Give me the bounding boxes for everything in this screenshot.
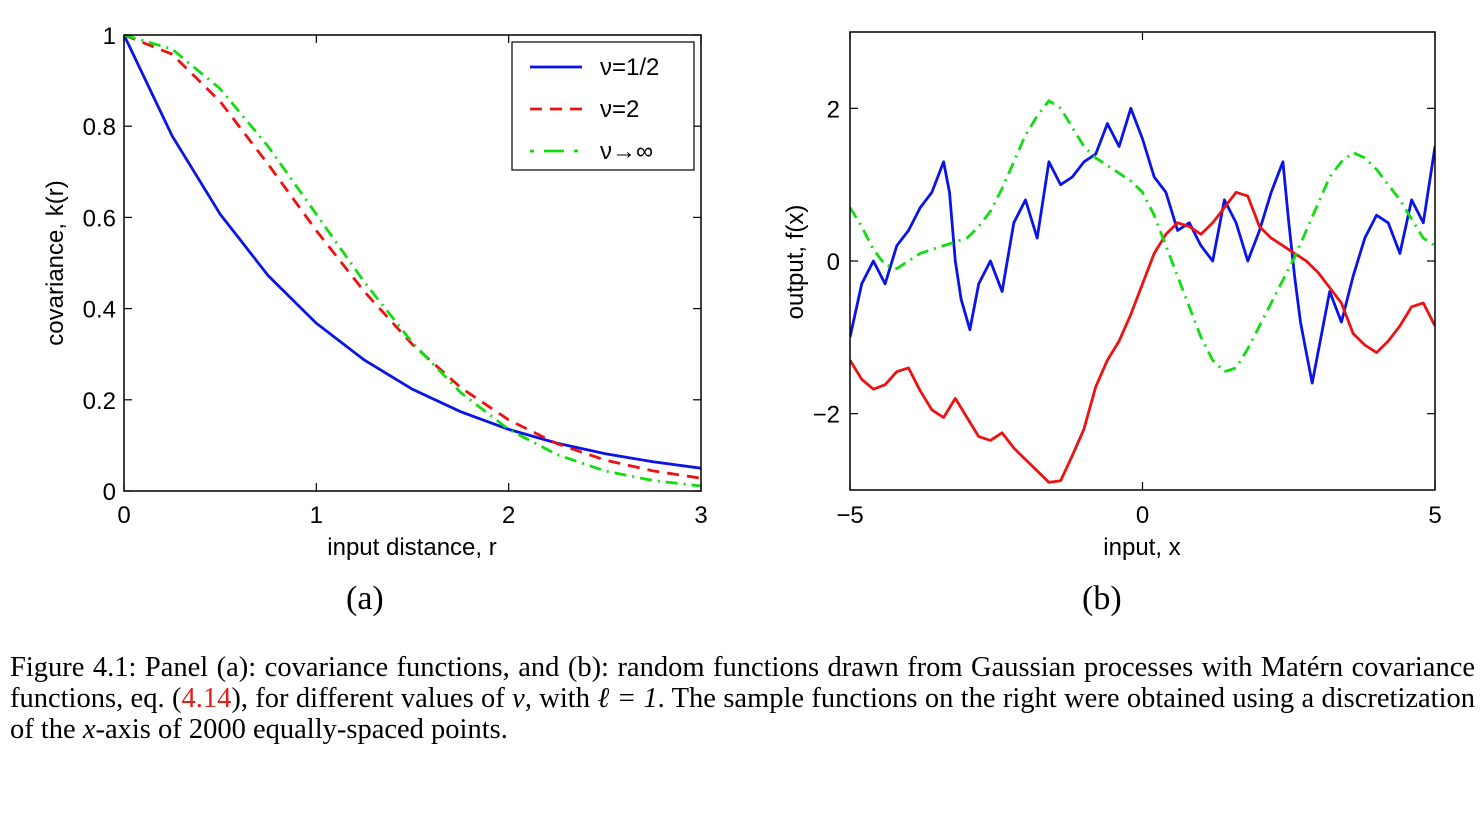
caption-ell: ℓ = 1	[597, 683, 658, 714]
panel-b-axes-box	[849, 31, 1436, 491]
panel-b-ytick-label: −2	[813, 402, 840, 429]
panel-a-ytick-label: 0.2	[83, 388, 116, 415]
panel-b-label: (b)	[1082, 580, 1122, 617]
caption-mid3: . The sample functions on the right were…	[10, 683, 1475, 745]
legend: ν=1/2 ν=2 ν→∞	[511, 41, 695, 171]
panel-a-xlabel: input distance, r	[327, 534, 496, 561]
panel-a-axes-box	[123, 34, 702, 492]
panel-a-xtick-label: 1	[310, 502, 323, 529]
panel-b-chart: −5 0 5 −2 0 2 input, x output, f(x)	[782, 31, 1442, 561]
panel-b-series-1	[850, 106, 1435, 385]
legend-label-3: ν→∞	[600, 138, 653, 165]
panel-b-ylabel: output, f(x)	[782, 205, 809, 320]
panel-a-chart: 0 1 2 3 0 0.2 0.4 0.6 0.8 1 input distance, r cov…	[42, 23, 708, 561]
panel-b-xtick-label: 0	[1136, 502, 1149, 529]
panel-a-ytick-label: 0.6	[83, 205, 116, 232]
legend-label-2: ν=2	[600, 96, 639, 123]
legend-box	[511, 41, 695, 171]
panel-a-xtick-label: 3	[694, 502, 707, 529]
panel-b-ytick-label: 2	[827, 96, 840, 123]
legend-label-1: ν=1/2	[600, 54, 659, 81]
panel-a-series-1	[124, 35, 701, 470]
equation-link[interactable]: 4.14	[181, 683, 232, 714]
caption-prefix: Figure 4.1: Panel (a): covariance functi…	[10, 652, 1475, 714]
panel-a-ytick-label: 0	[103, 479, 116, 506]
caption-nu: ν	[512, 683, 525, 714]
panel-a-ylabel: covariance, k(r)	[42, 180, 69, 345]
caption-mid: ), for different values of	[231, 683, 513, 714]
panel-b-xlabel: input, x	[1103, 534, 1180, 561]
panel-a-series-2	[124, 35, 701, 480]
panel-b-xtick-label: 5	[1428, 502, 1441, 529]
panel-a-ytick-label: 0.8	[83, 114, 116, 141]
panel-a-xtick-label: 2	[502, 502, 515, 529]
caption-mid2: , with	[524, 683, 598, 714]
panel-b-series-3	[850, 99, 1435, 374]
panel-a-ytick-label: 0.4	[83, 297, 116, 324]
panel-a-series-3	[124, 35, 701, 488]
panel-b-xtick-label: −5	[836, 502, 863, 529]
panel-a-label: (a)	[346, 580, 384, 617]
panel-b-series-2	[850, 190, 1435, 484]
panel-a-ytick-label: 1	[103, 23, 116, 50]
panel-a-xtick-label: 0	[117, 502, 130, 529]
panel-b-ytick-label: 0	[827, 249, 840, 276]
caption-x: x	[82, 714, 96, 745]
caption-suffix: -axis of 2000 equally-spaced points.	[95, 714, 508, 745]
figure-caption: Figure 4.1: Panel (a): covariance functi…	[10, 652, 1475, 745]
figure-charts: 0 1 2 3 0 0.2 0.4 0.6 0.8 1 input distance, r cov…	[42, 23, 1442, 561]
